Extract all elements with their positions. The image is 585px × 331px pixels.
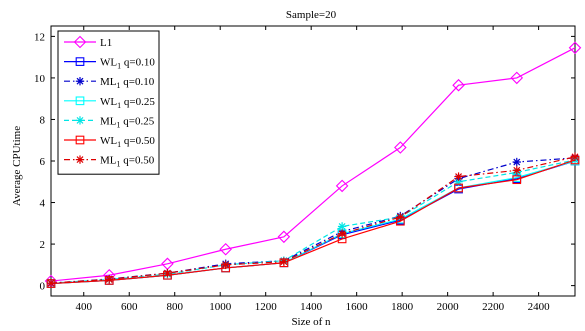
data-point (337, 229, 347, 238)
x-tick-label: 1400 (300, 301, 323, 313)
legend-label: ML1 q=0.25 (100, 115, 155, 129)
legend-item: WL1 q=0.50 (64, 135, 155, 149)
series-line (50, 47, 576, 282)
data-point (335, 179, 349, 193)
series-line (50, 160, 576, 285)
series-line (50, 159, 576, 285)
y-tick-label: 0 (40, 281, 46, 293)
data-point (219, 242, 232, 256)
series-3 (46, 156, 580, 288)
legend-label: ML1 q=0.10 (100, 76, 155, 90)
legend-item: ML1 q=0.25 (64, 115, 155, 129)
legend-label: WL1 q=0.50 (100, 135, 155, 149)
legend-label: WL1 q=0.25 (100, 96, 155, 110)
legend-marker (75, 116, 85, 125)
legend-item: ML1 q=0.10 (64, 76, 155, 90)
data-point (512, 175, 522, 185)
y-tick-label: 2 (40, 239, 46, 251)
legend-item: WL1 q=0.25 (64, 96, 155, 110)
legend: L1 WL1 q=0.10 ML1 q=0.10 WL1 q=0.25 ML1 q=0.… (57, 30, 160, 175)
x-tick-label: 600 (121, 301, 138, 313)
legend-marker (75, 57, 85, 66)
x-tick-label: 800 (166, 301, 183, 313)
x-tick-label: 1000 (209, 301, 232, 313)
legend-marker (75, 77, 85, 86)
data-point (568, 41, 582, 55)
series-5 (46, 155, 580, 288)
data-point (512, 166, 521, 175)
legend-marker (75, 155, 85, 164)
legend-item: L1 (64, 35, 112, 49)
legend-box (57, 30, 160, 175)
data-point (337, 222, 347, 231)
y-tick-label: 4 (40, 198, 46, 210)
x-tick-label: 1800 (391, 301, 414, 313)
series-1 (46, 156, 580, 288)
x-tick-label: 2200 (482, 301, 505, 313)
chart-title: Sample=20 (286, 9, 337, 21)
legend-marker (75, 135, 85, 145)
x-tick-label: 2000 (437, 301, 460, 313)
series-line (50, 160, 576, 285)
data-point (454, 183, 463, 193)
y-tick-label: 10 (34, 73, 46, 85)
y-axis-label: Average CPUtime (11, 126, 23, 206)
data-point (163, 268, 172, 278)
data-point (396, 212, 405, 222)
series-line (50, 157, 576, 284)
legend-label: L1 (100, 37, 112, 49)
data-point (454, 172, 463, 181)
data-point (394, 141, 407, 154)
series-6 (46, 152, 580, 288)
series-line (50, 159, 576, 284)
x-axis-label: Size of n (291, 316, 331, 328)
data-point (512, 157, 521, 167)
series-line (50, 156, 576, 284)
y-tick-label: 12 (34, 31, 45, 43)
data-point (105, 275, 114, 284)
axis-ticks: 400 600 800 1000 1200 1400 1600 1800 2000 2200 240… (34, 26, 575, 313)
x-tick-label: 2400 (528, 301, 551, 313)
legend-marker (75, 96, 85, 106)
data-point (277, 230, 291, 244)
x-tick-label: 400 (76, 301, 93, 313)
data-point (510, 71, 524, 85)
data-point (570, 152, 580, 162)
data-point (221, 260, 230, 270)
legend-label: WL1 q=0.10 (100, 57, 155, 71)
x-tick-label: 1200 (255, 301, 278, 313)
legend-item: ML1 q=0.50 (64, 155, 155, 169)
series-4 (46, 155, 580, 288)
legend-marker (73, 35, 87, 49)
data-point (452, 78, 465, 92)
data-point (46, 278, 56, 288)
data-point (279, 257, 289, 266)
series-layer (44, 41, 582, 288)
legend-label: ML1 q=0.50 (100, 155, 155, 169)
y-tick-label: 8 (40, 114, 46, 126)
x-tick-label: 1600 (346, 301, 369, 313)
legend-item: WL1 q=0.10 (64, 57, 155, 71)
y-tick-label: 6 (40, 156, 46, 168)
